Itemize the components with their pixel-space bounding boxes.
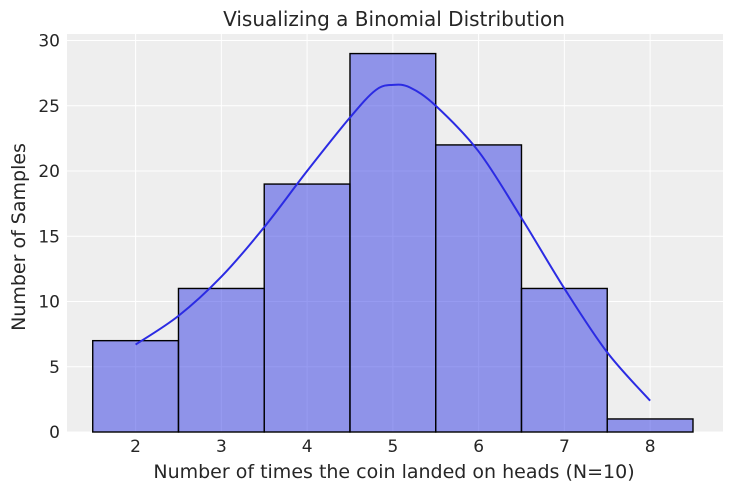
x-tick-label: 4: [302, 437, 313, 457]
bar: [606, 418, 694, 433]
kde-curve: [135, 83, 651, 402]
x-tick-label: 8: [645, 437, 656, 457]
x-tick-label: 7: [559, 437, 570, 457]
x-tick-label: 6: [473, 437, 484, 457]
y-tick-label: 25: [38, 97, 60, 117]
x-tick-label: 3: [216, 437, 227, 457]
bar: [520, 287, 608, 433]
y-tick-label: 0: [49, 423, 60, 443]
y-tick-label: 15: [38, 227, 60, 247]
y-tick-label: 10: [38, 293, 60, 313]
x-tick-label: 2: [130, 437, 141, 457]
chart-title: Visualizing a Binomial Distribution: [223, 7, 565, 31]
x-tick-labels: 2 3 4 5 6 7 8: [130, 437, 655, 457]
bars: [92, 52, 694, 433]
y-tick-label: 20: [38, 162, 60, 182]
y-tick-label: 30: [38, 32, 60, 52]
bar: [177, 287, 265, 433]
bar: [435, 144, 523, 433]
y-tick-label: 5: [49, 358, 60, 378]
x-tick-label: 5: [387, 437, 398, 457]
bar: [92, 339, 180, 433]
bar: [349, 52, 437, 433]
y-axis-label: Number of Samples: [8, 143, 30, 331]
x-axis-label: Number of times the coin landed on heads…: [153, 461, 634, 483]
bar: [263, 183, 351, 433]
y-tick-labels: 0 5 10 15 20 25 30: [38, 32, 60, 443]
